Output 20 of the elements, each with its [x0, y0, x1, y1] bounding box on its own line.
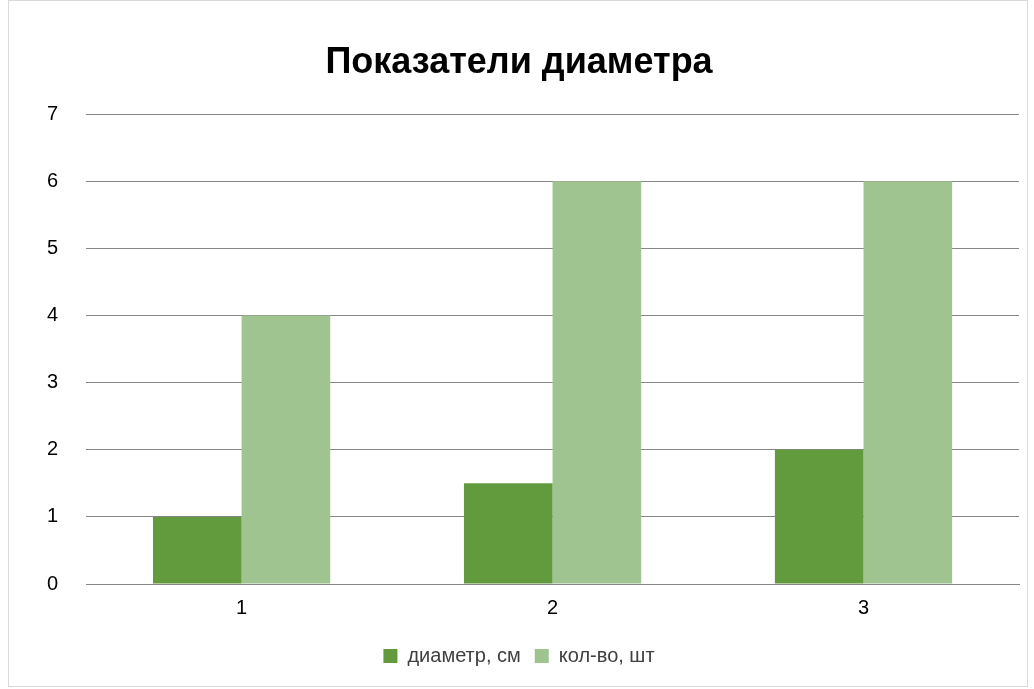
chart-title: Показатели диаметра [325, 39, 714, 81]
x-tick-label: 2 [547, 595, 559, 618]
legend-label: диаметр, см [407, 643, 521, 666]
y-tick-label: 1 [47, 504, 59, 527]
legend-label: кол-во, шт [558, 643, 655, 666]
y-tick-label: 4 [47, 303, 59, 326]
y-tick-label: 0 [47, 571, 59, 594]
y-tick-label: 7 [47, 101, 59, 124]
y-tick-label: 3 [47, 370, 59, 393]
bar [152, 516, 242, 584]
bar [863, 181, 953, 584]
y-tick-label: 5 [47, 235, 59, 258]
bar [774, 449, 864, 584]
y-tick-label: 6 [47, 168, 59, 191]
x-tick-label: 3 [857, 595, 870, 618]
bar [241, 315, 331, 584]
y-tick-label: 2 [47, 437, 59, 460]
x-tick-label: 1 [236, 595, 248, 618]
bar [463, 483, 553, 584]
bar [552, 181, 642, 584]
